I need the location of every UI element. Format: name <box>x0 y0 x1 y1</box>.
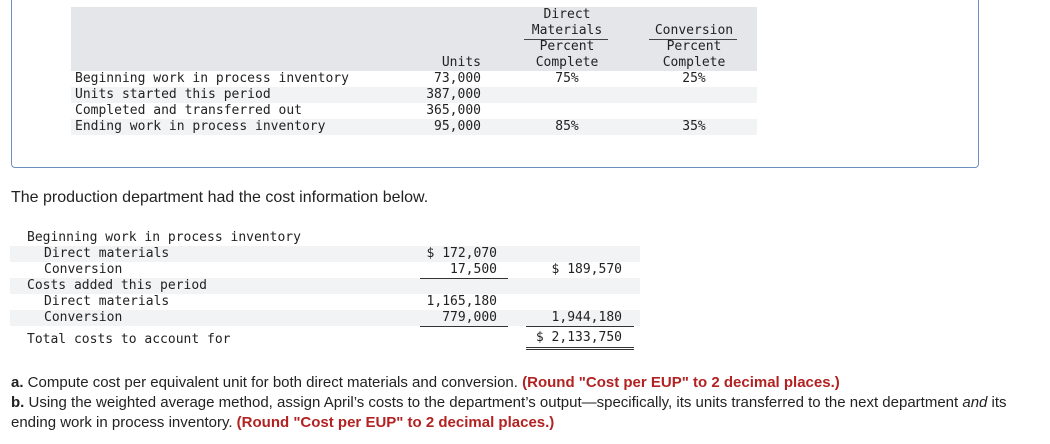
units-table-panel: Units Direct Materials Percent Complete … <box>11 0 979 168</box>
question-a-rounding-note: (Round "Cost per EUP" to 2 decimal place… <box>522 374 840 391</box>
total-underline <box>526 326 634 327</box>
row-units-ending-wip: 95,000 <box>434 119 481 134</box>
table-row-band <box>71 87 757 103</box>
table-row-band <box>10 326 640 358</box>
cost-label-total: Total costs to account for <box>27 332 231 347</box>
question-b-text-1: Using the weighted average method, assig… <box>24 394 963 411</box>
question-b-text-2: its ending work in process inventory. <box>11 394 1007 431</box>
units-table-header-band <box>71 7 757 71</box>
cost-intro-text: The production department had the cost i… <box>11 189 429 206</box>
table-row-band <box>71 119 757 135</box>
table-row-band <box>10 310 640 326</box>
cost-value-beg-dm: $ 172,070 <box>426 246 497 261</box>
table-row-band <box>71 103 757 119</box>
cost-value-beg-conv: 17,500 <box>450 262 497 277</box>
table-row-band <box>10 246 640 262</box>
cost-value-beg-total: $ 189,570 <box>551 262 622 277</box>
cost-heading-beginning-wip: Beginning work in process inventory <box>27 230 301 245</box>
row-label-beginning-wip: Beginning work in process inventory <box>75 71 349 86</box>
cost-value-add-total: 1,944,180 <box>551 310 622 325</box>
header-units: Units <box>441 55 481 70</box>
cost-label-add-conv: Conversion <box>44 310 123 325</box>
table-row-band <box>10 278 640 294</box>
row-dm-ending-wip: 85% <box>555 119 579 134</box>
row-units-completed-transferred: 365,000 <box>426 103 481 118</box>
cost-label-add-dm: Direct materials <box>44 294 170 309</box>
questions: a. Compute cost per equivalent unit for … <box>11 373 1041 433</box>
cost-table: Beginning work in process inventory Dire… <box>10 230 640 358</box>
header-dm-line-2: Materials <box>531 23 603 38</box>
header-conv-underline <box>649 39 737 40</box>
cost-value-add-dm: 1,165,180 <box>426 294 497 309</box>
row-units-units-started: 387,000 <box>426 87 481 102</box>
header-dm-underline <box>524 39 608 40</box>
total-double-underline <box>526 347 634 350</box>
header-dm-line-4: Complete <box>535 55 599 70</box>
row-label-ending-wip: Ending work in process inventory <box>75 119 326 134</box>
table-row-band <box>10 230 640 246</box>
table-row-band <box>10 294 640 310</box>
row-units-beginning-wip: 73,000 <box>434 71 481 86</box>
cost-value-add-conv: 779,000 <box>442 310 497 325</box>
header-conv-line-1: Conversion <box>654 23 734 38</box>
row-label-units-started: Units started this period <box>75 87 271 102</box>
question-b-rounding-note: (Round "Cost per EUP" to 2 decimal place… <box>236 414 555 431</box>
cost-value-total: $ 2,133,750 <box>535 330 622 345</box>
header-dm-line-3: Percent <box>539 39 595 54</box>
row-dm-beginning-wip: 75% <box>555 71 579 86</box>
subtotal-underline <box>420 278 508 279</box>
table-row-band <box>71 71 757 87</box>
question-b-label: b. <box>11 394 25 411</box>
row-label-completed-transferred: Completed and transferred out <box>75 103 302 118</box>
header-conv-line-2: Percent <box>666 39 722 54</box>
cost-label-beg-dm: Direct materials <box>44 246 170 261</box>
question-a: a. Compute cost per equivalent unit for … <box>11 373 1041 393</box>
header-dm-line-1: Direct <box>543 7 591 22</box>
header-conv-line-3: Complete <box>662 55 726 70</box>
question-a-text: Compute cost per equivalent unit for bot… <box>23 374 523 391</box>
question-a-label: a. <box>11 374 24 391</box>
row-conv-ending-wip: 35% <box>682 119 706 134</box>
table-row-band <box>10 262 640 278</box>
question-b-emphasis: and <box>962 394 988 411</box>
cost-label-beg-conv: Conversion <box>44 262 123 277</box>
cost-heading-added: Costs added this period <box>27 278 208 293</box>
units-table: Units Direct Materials Percent Complete … <box>71 7 757 135</box>
subtotal-underline <box>420 326 508 327</box>
row-conv-beginning-wip: 25% <box>682 71 706 86</box>
question-b: b. Using the weighted average method, as… <box>11 393 1041 433</box>
